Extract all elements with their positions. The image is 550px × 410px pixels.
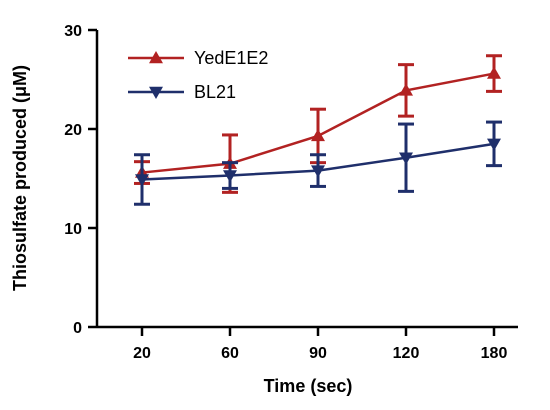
y-tick-label: 10 <box>64 221 82 238</box>
y-tick-label: 0 <box>73 320 82 337</box>
legend: YedE1E2 BL21 <box>128 48 268 102</box>
legend-label: YedE1E2 <box>194 48 268 68</box>
x-tick-label: 120 <box>393 345 420 362</box>
data-point <box>399 152 413 165</box>
y-tick-label: 20 <box>64 122 82 139</box>
series-bl21 <box>134 120 502 206</box>
legend-marker <box>149 86 163 99</box>
x-tick-label: 180 <box>481 345 508 362</box>
data-point <box>311 128 325 142</box>
y-axis-title: Thiosulfate produced (μM) <box>10 65 30 291</box>
legend-label: BL21 <box>194 82 236 102</box>
y-ticks: 0 10 20 30 <box>64 23 97 337</box>
legend-item-bl21: BL21 <box>128 82 236 102</box>
x-tick-label: 90 <box>309 345 327 362</box>
data-point <box>223 170 237 183</box>
x-ticks: 20 60 90 120 180 <box>133 327 507 362</box>
legend-marker <box>149 51 163 64</box>
y-tick-label: 30 <box>64 23 82 40</box>
series-layer <box>134 54 502 206</box>
x-tick-label: 20 <box>133 345 151 362</box>
data-point <box>399 83 413 96</box>
x-axis-title: Time (sec) <box>264 376 353 396</box>
legend-item-yede1e2: YedE1E2 <box>128 48 268 68</box>
data-point <box>487 66 501 79</box>
data-point <box>135 174 149 187</box>
x-tick-label: 60 <box>221 345 239 362</box>
data-point <box>487 138 501 151</box>
data-point <box>311 165 325 178</box>
